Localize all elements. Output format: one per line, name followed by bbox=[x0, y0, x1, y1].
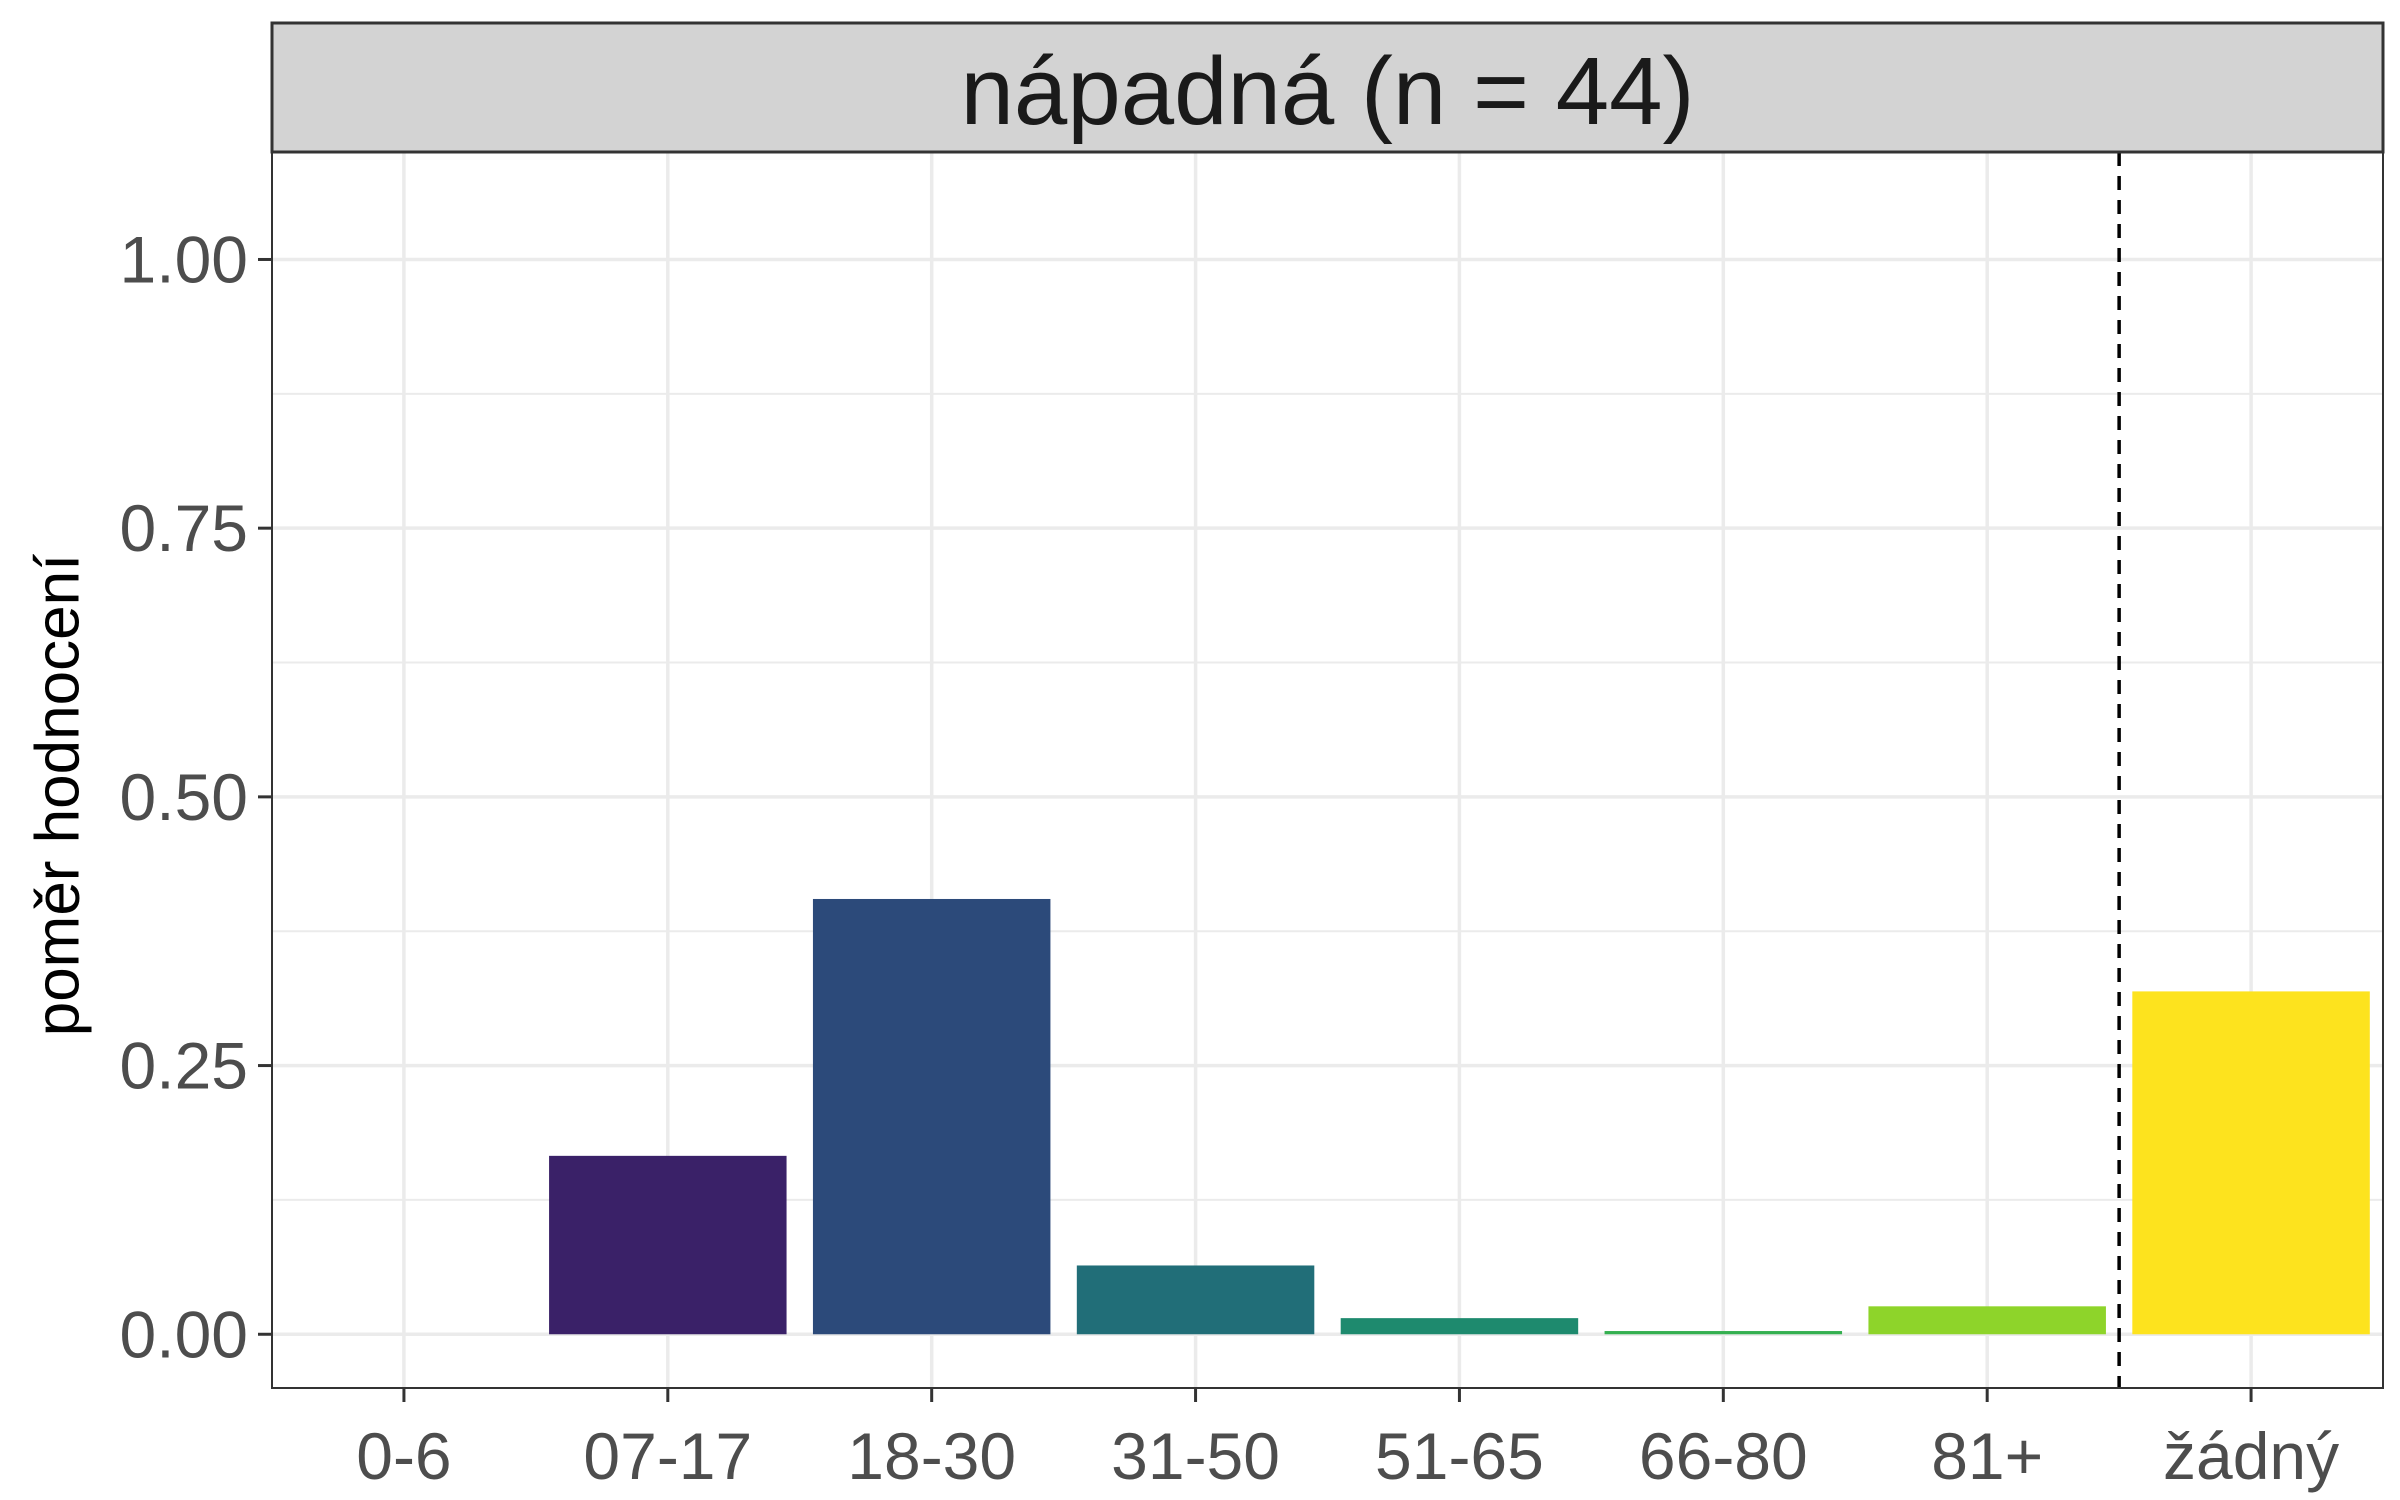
x-axis: 0-6 07-17 18-30 31-50 51-65 66-80 81+ žádný bbox=[356, 1388, 2339, 1493]
bar-07-17 bbox=[549, 1155, 787, 1335]
x-tick-label: 07-17 bbox=[583, 1419, 752, 1493]
facet-strip: nápadná (n = 44) bbox=[270, 21, 2385, 154]
grid-minor bbox=[272, 392, 2383, 1201]
y-axis: 0.00 0.25 0.50 0.75 1.00 bbox=[120, 222, 272, 1371]
x-tick-label: 66-80 bbox=[1639, 1419, 1808, 1493]
y-axis-title: poměr hodnocení bbox=[24, 554, 93, 1037]
y-tick-label: 0.00 bbox=[120, 1297, 248, 1371]
x-tick-label: 0-6 bbox=[356, 1419, 451, 1493]
y-tick-label: 1.00 bbox=[120, 222, 248, 296]
x-tick-label: žádný bbox=[2163, 1419, 2339, 1493]
x-tick-label: 81+ bbox=[1931, 1419, 2043, 1493]
chart-title: nápadná (n = 44) bbox=[961, 38, 1695, 145]
y-tick-label: 0.25 bbox=[120, 1029, 248, 1103]
bar-31-50 bbox=[1076, 1265, 1315, 1335]
bar-66-80 bbox=[1604, 1331, 1843, 1335]
bar-51-65 bbox=[1340, 1318, 1579, 1335]
grid-major bbox=[272, 152, 2383, 1388]
x-tick-label: 18-30 bbox=[847, 1419, 1016, 1493]
facet-strip-background bbox=[270, 21, 2385, 154]
x-tick-label: 51-65 bbox=[1375, 1419, 1544, 1493]
y-tick-label: 0.75 bbox=[120, 491, 248, 565]
y-tick-label: 0.50 bbox=[120, 760, 248, 834]
bars bbox=[549, 898, 2370, 1335]
bar-žádný bbox=[2132, 991, 2370, 1335]
bar-18-30 bbox=[812, 898, 1051, 1335]
x-tick-label: 31-50 bbox=[1111, 1419, 1280, 1493]
bar-81+ bbox=[1868, 1306, 2106, 1335]
